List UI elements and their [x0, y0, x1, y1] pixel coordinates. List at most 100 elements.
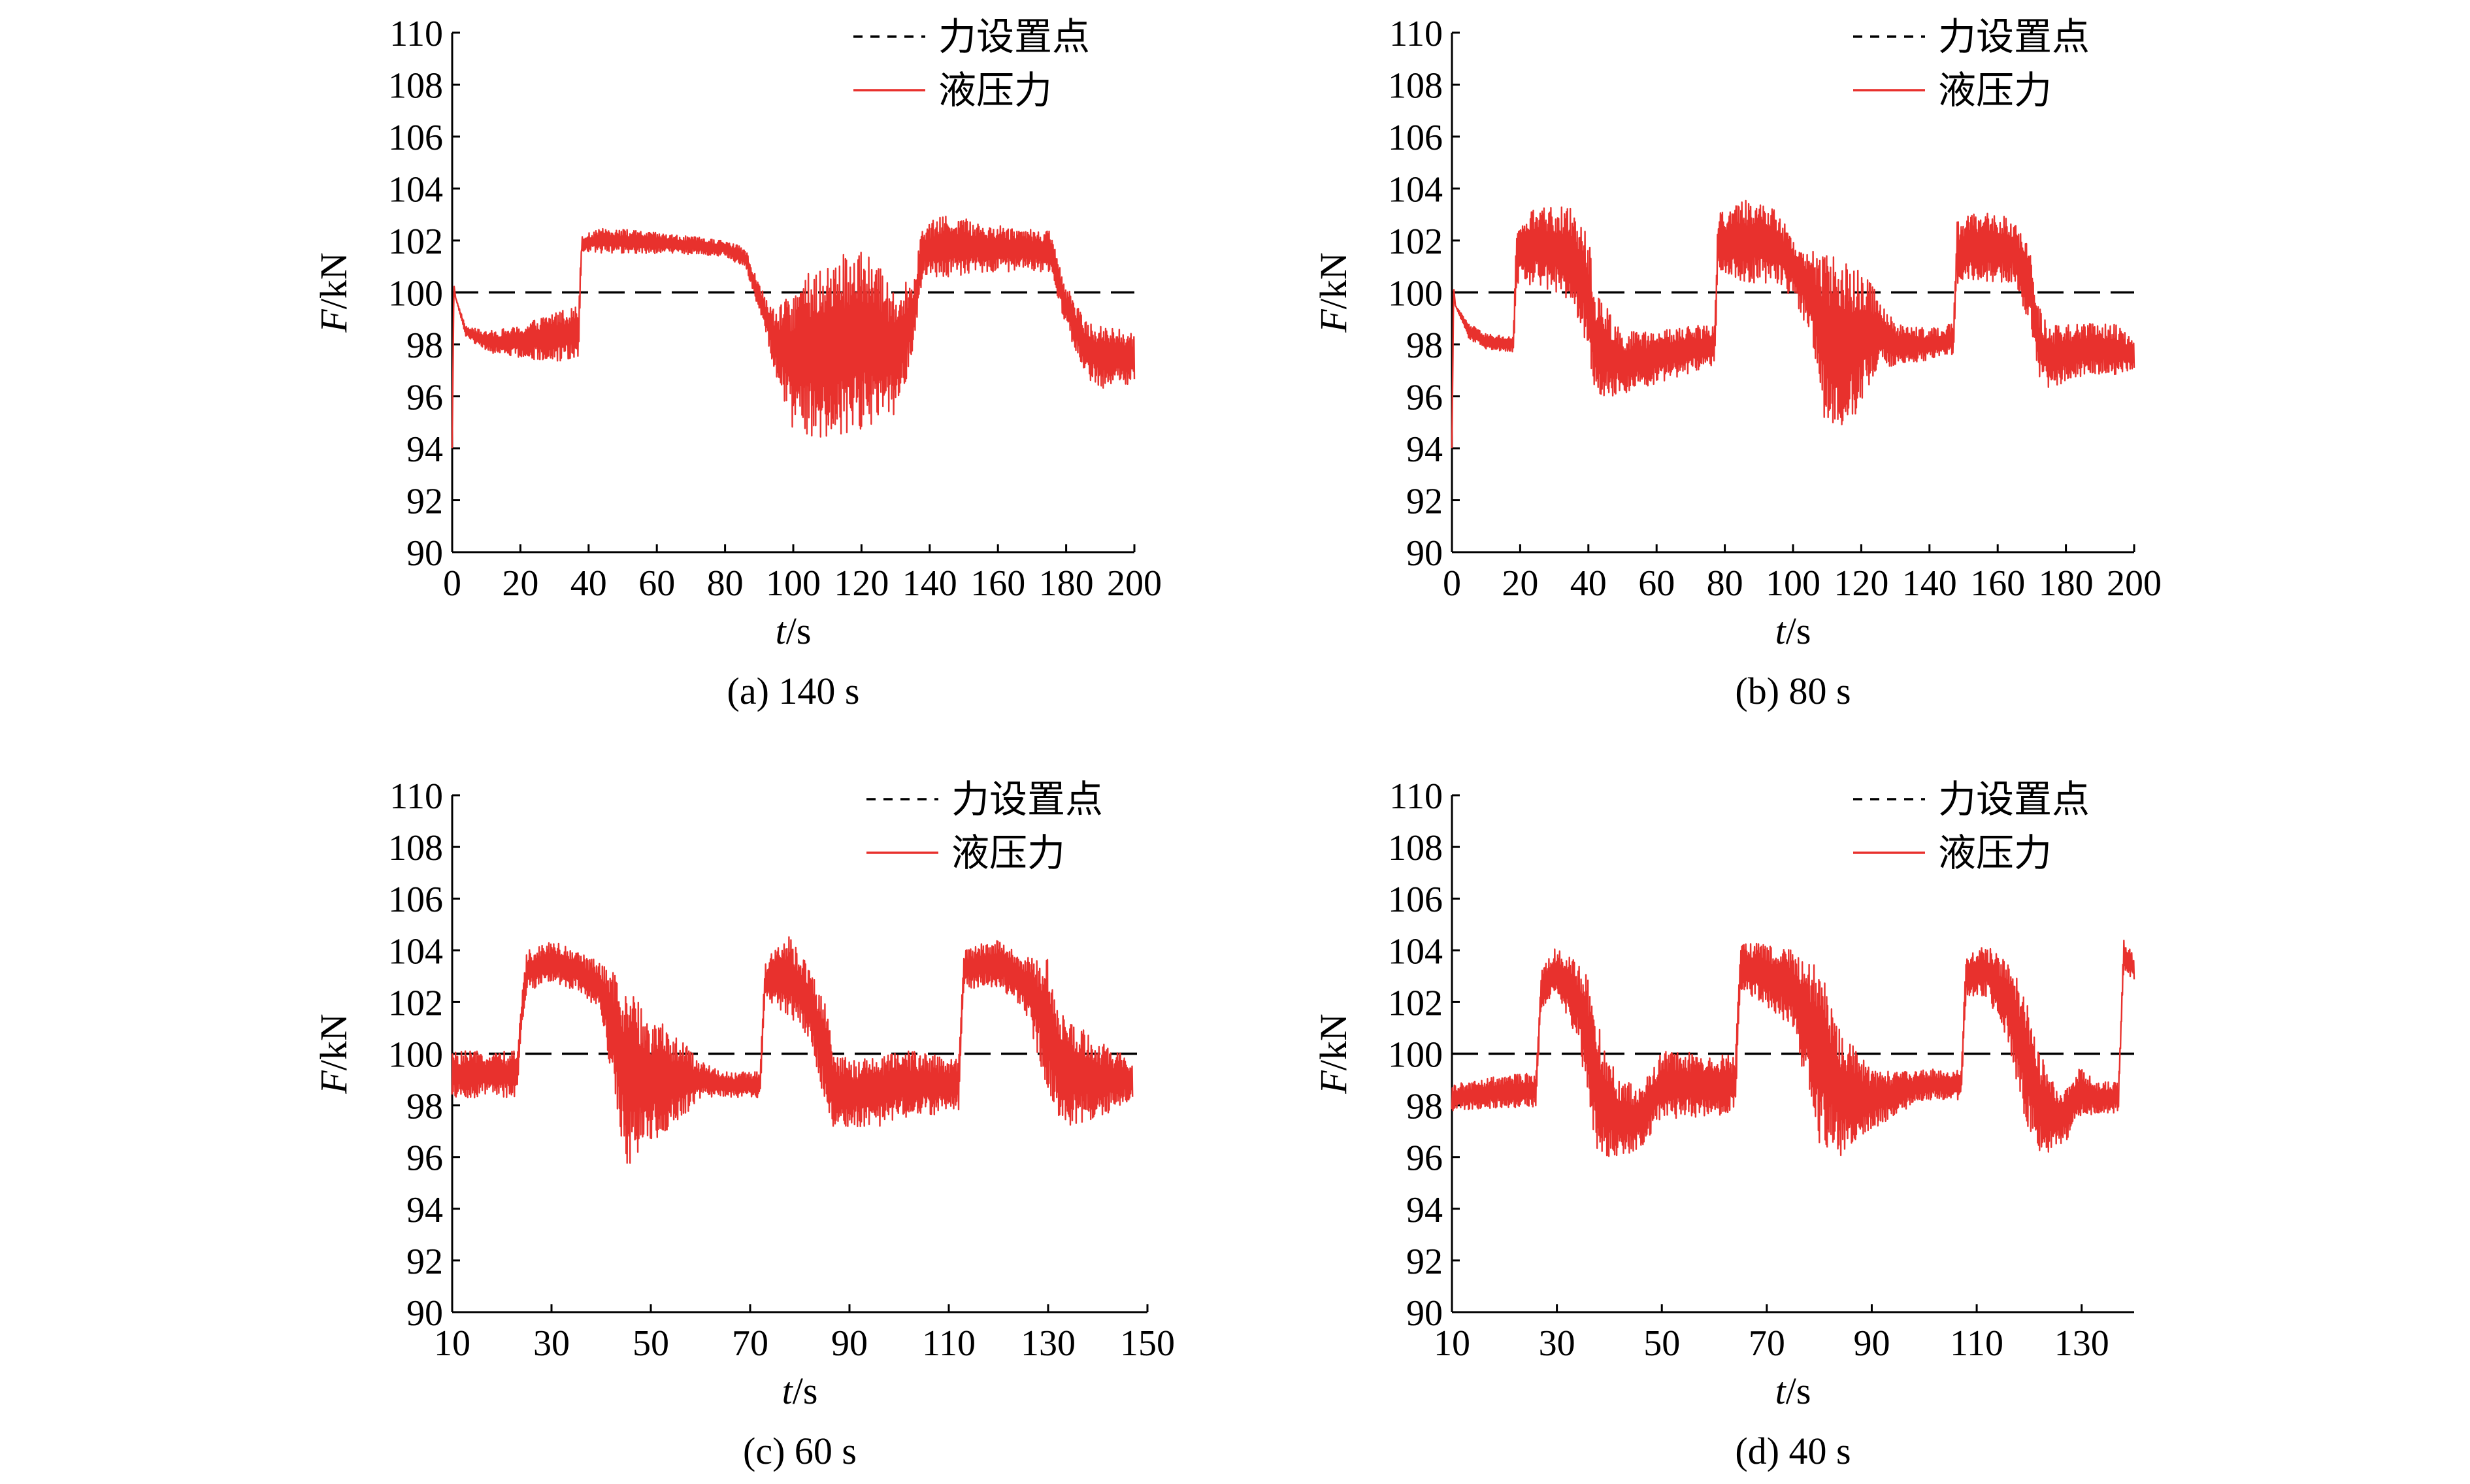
y-tick-label: 100 — [388, 1035, 443, 1076]
y-tick-label: 90 — [406, 1293, 443, 1334]
x-tick-label: 80 — [707, 563, 744, 604]
y-axis-var: F — [1312, 309, 1355, 333]
y-axis-unit: /kN — [1312, 1014, 1355, 1070]
chart-panel-b: 90 92 94 96 98 100 102 104 106 108 110 0 20 40 60 80 100… — [1312, 14, 2162, 712]
y-axis-label: F/kN — [312, 252, 355, 333]
x-tick-label: 90 — [831, 1323, 868, 1364]
y-tick-label: 90 — [1406, 533, 1443, 574]
legend-label: 力设置点 — [1938, 16, 2090, 58]
hydraulic-force-series-line — [451, 936, 1134, 1164]
x-axis-unit: /s — [1786, 1370, 1811, 1412]
y-tick-label: 102 — [388, 222, 443, 262]
y-tick-label: 92 — [406, 1242, 443, 1282]
x-tick-label: 160 — [970, 563, 1025, 604]
x-tick-label: 200 — [1107, 563, 1162, 604]
legend-label: 力设置点 — [938, 16, 1090, 58]
chart-panel-d: 90 92 94 96 98 100 102 104 106 108 110 10 30 50 70 90 11… — [1312, 776, 2135, 1472]
y-tick-label: 94 — [1406, 1190, 1443, 1230]
y-tick-label: 110 — [389, 776, 443, 817]
x-tick-label: 150 — [1120, 1323, 1175, 1364]
y-axis-label: F/kN — [1312, 1014, 1355, 1094]
x-axis-label: t/s — [1775, 610, 1811, 652]
y-tick-label: 96 — [406, 1138, 443, 1179]
legend-label: 力设置点 — [951, 778, 1103, 821]
hydraulic-force-series-line — [1451, 199, 2135, 449]
y-tick-label: 106 — [388, 118, 443, 158]
x-axis-var: t — [782, 1370, 794, 1412]
x-axis-var: t — [776, 610, 787, 652]
x-tick-label: 30 — [533, 1323, 570, 1364]
y-tick-label: 100 — [388, 274, 443, 314]
y-tick-label: 106 — [388, 880, 443, 920]
chart-panel-c: 90 92 94 96 98 100 102 104 106 108 110 10 30 50 70 90 11… — [312, 776, 1175, 1472]
x-tick-label: 130 — [2054, 1323, 2109, 1364]
x-tick-label: 90 — [1853, 1323, 1890, 1364]
x-tick-label: 40 — [570, 563, 607, 604]
y-tick-label: 102 — [1388, 983, 1443, 1023]
x-tick-label: 20 — [1502, 563, 1538, 604]
x-tick-label: 140 — [1902, 563, 1957, 604]
x-tick-label: 30 — [1539, 1323, 1575, 1364]
x-tick-label: 20 — [502, 563, 538, 604]
x-axis-unit: /s — [1786, 610, 1811, 652]
legend-label: 液压力 — [951, 832, 1065, 874]
panel-caption: (b) 80 s — [1735, 670, 1851, 712]
x-tick-label: 0 — [443, 563, 461, 604]
y-axis-var: F — [1312, 1070, 1355, 1095]
y-tick-label: 96 — [1406, 1138, 1443, 1179]
y-tick-label: 106 — [1388, 118, 1443, 158]
hydraulic-force-series-line — [451, 216, 1136, 449]
x-tick-label: 40 — [1570, 563, 1607, 604]
y-tick-label: 110 — [389, 14, 443, 54]
panel-caption: (c) 60 s — [743, 1430, 857, 1472]
x-tick-label: 10 — [434, 1323, 470, 1364]
y-tick-label: 92 — [1406, 482, 1443, 522]
y-tick-label: 90 — [406, 533, 443, 574]
legend-label: 液压力 — [1938, 832, 2052, 874]
panel-caption: (d) 40 s — [1735, 1430, 1851, 1472]
x-tick-label: 180 — [1039, 563, 1094, 604]
chart-panel-a: 90 92 94 96 98 100 102 104 106 108 110 0 20 40 60 80 100… — [312, 14, 1162, 712]
y-tick-label: 96 — [406, 378, 443, 418]
x-tick-label: 0 — [1443, 563, 1461, 604]
hydraulic-force-series-line — [1451, 940, 2135, 1157]
x-tick-label: 110 — [922, 1323, 976, 1364]
y-tick-label: 110 — [1389, 776, 1443, 817]
y-tick-label: 100 — [1388, 274, 1443, 314]
x-axis-var: t — [1775, 1370, 1787, 1412]
y-tick-label: 110 — [1389, 14, 1443, 54]
x-tick-label: 50 — [633, 1323, 669, 1364]
y-tick-label: 104 — [1388, 170, 1443, 210]
y-tick-label: 92 — [406, 482, 443, 522]
y-tick-label: 104 — [1388, 931, 1443, 972]
y-tick-label: 102 — [1388, 222, 1443, 262]
y-axis-label: F/kN — [312, 1014, 355, 1094]
x-tick-label: 180 — [2039, 563, 2094, 604]
x-axis-var: t — [1775, 610, 1787, 652]
y-axis-unit: /kN — [312, 252, 355, 309]
y-axis-unit: /kN — [312, 1014, 355, 1070]
legend-label: 液压力 — [938, 69, 1052, 112]
y-tick-label: 98 — [406, 1087, 443, 1127]
x-tick-label: 120 — [834, 563, 889, 604]
y-tick-label: 108 — [1388, 828, 1443, 868]
x-tick-label: 80 — [1707, 563, 1743, 604]
y-tick-label: 94 — [406, 1190, 443, 1230]
y-tick-label: 94 — [1406, 429, 1443, 470]
x-tick-label: 120 — [1834, 563, 1888, 604]
panel-caption: (a) 140 s — [727, 670, 860, 712]
y-tick-label: 98 — [406, 325, 443, 366]
y-axis-label: F/kN — [1312, 252, 1355, 333]
y-axis-unit: /kN — [1312, 252, 1355, 309]
x-axis-label: t/s — [782, 1370, 818, 1412]
y-tick-label: 96 — [1406, 378, 1443, 418]
y-tick-label: 104 — [388, 931, 443, 972]
y-tick-label: 108 — [388, 66, 443, 107]
y-axis-var: F — [312, 309, 355, 333]
x-tick-label: 50 — [1643, 1323, 1680, 1364]
x-axis-unit: /s — [786, 610, 812, 652]
x-tick-label: 160 — [1970, 563, 2025, 604]
y-tick-label: 108 — [388, 828, 443, 868]
x-tick-label: 60 — [1638, 563, 1675, 604]
